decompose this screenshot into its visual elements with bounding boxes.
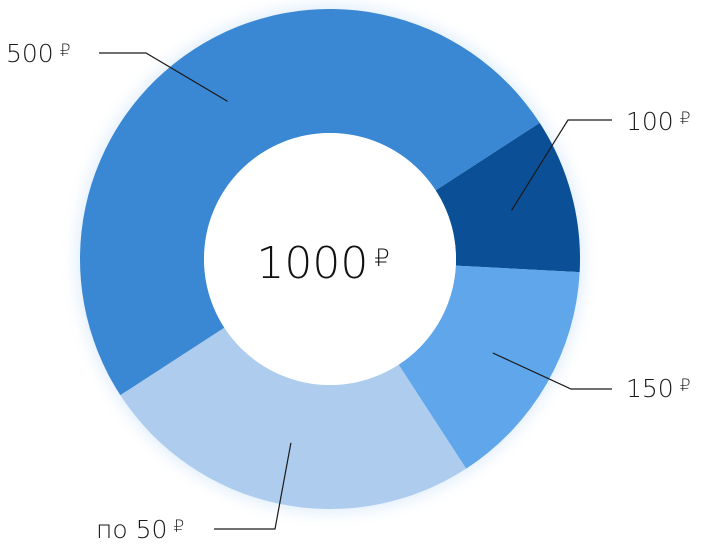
donut-slice [80, 8, 540, 396]
leader-line [511, 119, 612, 211]
donut-slice [120, 327, 467, 509]
slice-label-currency: ₽ [173, 517, 184, 537]
donut-slice [435, 122, 580, 273]
slice-label-currency: ₽ [680, 376, 691, 396]
slice-label-value: 500 [6, 39, 54, 68]
slice-label: 100 ₽ [626, 107, 691, 136]
slice-label: 150 ₽ [626, 374, 691, 403]
slice-label: по 50 ₽ [96, 515, 184, 544]
slice-label-value: 150 [626, 374, 674, 403]
center-total-value: 1000 [256, 238, 368, 289]
center-currency-symbol: ₽ [374, 244, 389, 272]
center-total-label: 1000 ₽ [256, 238, 389, 289]
slice-label-value: 100 [626, 107, 674, 136]
leader-line [492, 352, 612, 390]
leader-line [99, 52, 228, 102]
slice-label-currency: ₽ [60, 41, 71, 61]
leader-line [214, 442, 292, 530]
slice-label-value: по 50 [96, 515, 167, 544]
donut-hole [204, 133, 456, 385]
donut-slice [398, 265, 580, 469]
slice-label: 500 ₽ [6, 39, 71, 68]
slice-label-currency: ₽ [680, 109, 691, 129]
